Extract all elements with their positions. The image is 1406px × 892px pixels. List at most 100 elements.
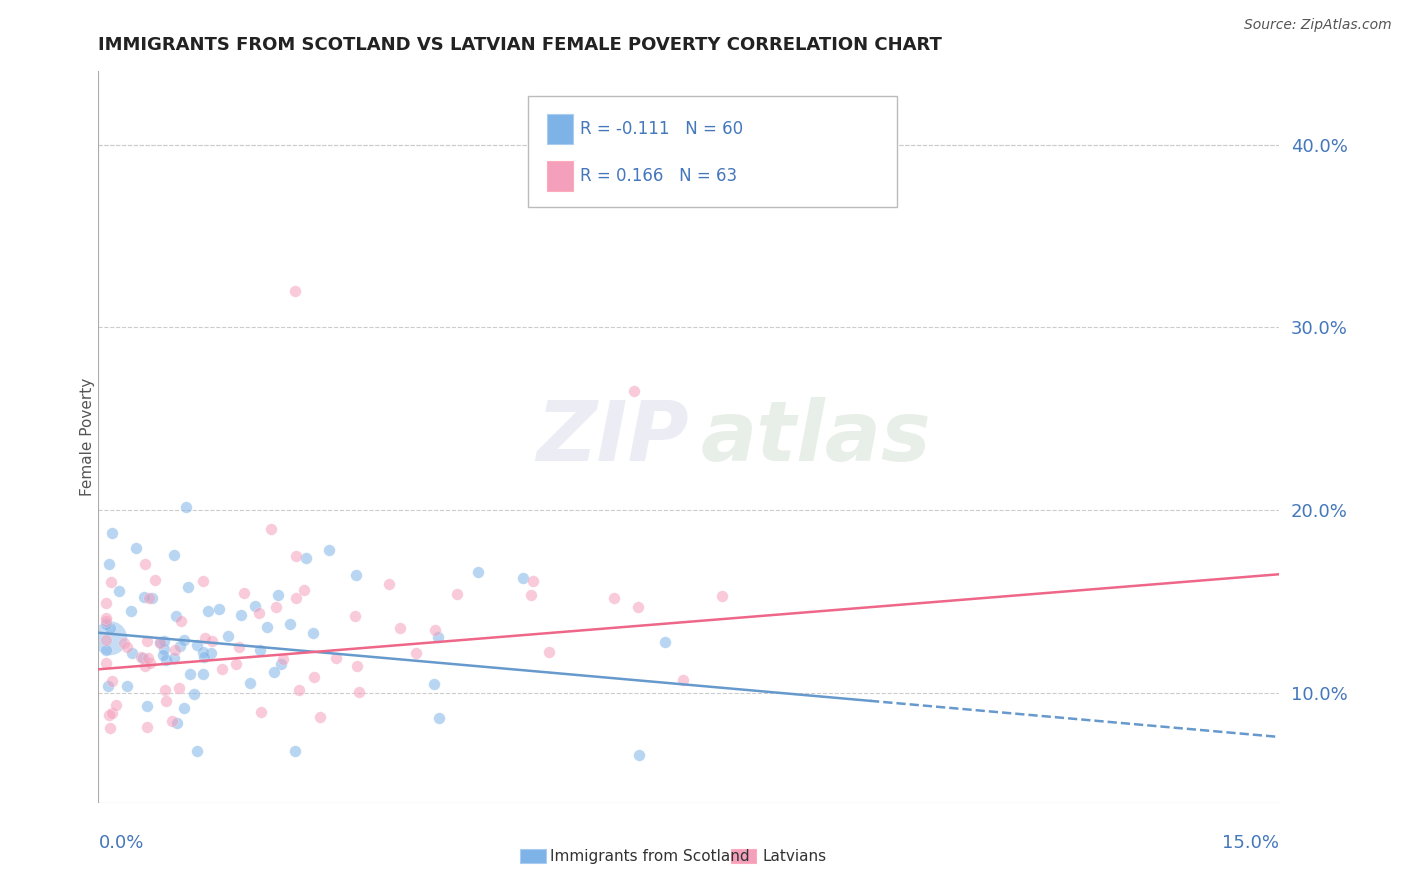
Point: [115, 640, 138, 655]
Point: [263, 665, 285, 679]
Text: IMMIGRANTS FROM SCOTLAND VS LATVIAN FEMALE POVERTY CORRELATION CHART: IMMIGRANTS FROM SCOTLAND VS LATVIAN FEMA…: [98, 36, 942, 54]
Point: [388, 621, 411, 635]
Point: [165, 643, 187, 657]
Point: [295, 551, 318, 566]
Point: [273, 652, 295, 666]
Point: [96, 633, 118, 648]
Point: [193, 632, 215, 646]
Point: [115, 679, 138, 693]
Point: [98, 621, 121, 635]
Point: [191, 574, 214, 588]
Point: [135, 699, 157, 714]
Point: [228, 640, 250, 654]
Point: [309, 709, 332, 723]
Point: [343, 609, 366, 624]
Point: [98, 557, 121, 571]
Point: [239, 676, 262, 690]
Point: [654, 635, 676, 649]
Point: [427, 630, 450, 644]
Point: [278, 617, 301, 632]
Point: [249, 643, 271, 657]
Point: [134, 558, 156, 572]
Point: [233, 586, 256, 600]
Point: [121, 646, 143, 660]
Point: [193, 645, 215, 659]
Point: [174, 500, 197, 514]
Point: [347, 685, 370, 699]
Point: [96, 596, 118, 610]
Point: [153, 642, 176, 657]
Point: [162, 714, 184, 728]
Point: [166, 716, 188, 731]
Point: [143, 574, 166, 588]
Point: [179, 667, 201, 681]
Point: [302, 626, 325, 640]
Point: [267, 588, 290, 602]
Point: [288, 682, 311, 697]
Point: [284, 744, 307, 758]
Point: [250, 705, 273, 719]
Point: [170, 615, 193, 629]
Point: [96, 643, 118, 657]
Point: [155, 694, 177, 708]
Point: [98, 632, 121, 646]
Point: [264, 599, 287, 614]
Point: [318, 542, 340, 557]
Point: [193, 666, 215, 681]
Point: [97, 708, 120, 723]
Point: [628, 747, 651, 762]
Point: [208, 602, 231, 616]
Point: [134, 590, 156, 604]
Point: [186, 744, 208, 758]
Point: [256, 620, 278, 634]
Point: [229, 607, 252, 622]
Point: [284, 549, 307, 563]
Point: [152, 648, 174, 662]
Point: [197, 604, 219, 618]
Point: [405, 647, 427, 661]
Point: [132, 650, 155, 665]
Point: [200, 646, 222, 660]
Point: [538, 645, 561, 659]
Point: [96, 656, 118, 670]
Point: [193, 650, 215, 665]
Point: [149, 636, 172, 650]
Point: [136, 720, 159, 734]
Point: [512, 572, 534, 586]
Y-axis label: Female Poverty: Female Poverty: [80, 378, 94, 496]
Point: [120, 604, 142, 618]
Point: [101, 526, 124, 541]
Point: [623, 384, 645, 399]
Point: [302, 670, 325, 684]
Point: [124, 541, 146, 555]
Point: [672, 673, 695, 688]
Point: [153, 683, 176, 698]
Point: [100, 673, 122, 688]
Point: [129, 649, 152, 664]
Text: Latvians: Latvians: [762, 849, 827, 863]
Text: Source: ZipAtlas.com: Source: ZipAtlas.com: [1244, 18, 1392, 32]
Point: [138, 656, 160, 670]
Point: [243, 599, 266, 613]
Point: [153, 633, 176, 648]
Text: Immigrants from Scotland: Immigrants from Scotland: [550, 849, 749, 863]
Point: [112, 636, 135, 650]
Point: [97, 679, 120, 693]
Text: atlas: atlas: [700, 397, 931, 477]
Point: [138, 591, 160, 606]
Point: [163, 548, 186, 562]
Point: [425, 623, 447, 637]
Point: [173, 701, 195, 715]
Point: [101, 706, 124, 721]
Text: ZIP: ZIP: [536, 397, 689, 477]
Point: [377, 577, 399, 591]
Point: [259, 522, 281, 536]
Point: [520, 588, 543, 602]
Point: [96, 611, 118, 625]
Point: [155, 653, 177, 667]
Point: [284, 284, 307, 298]
Point: [96, 617, 118, 632]
Point: [136, 634, 159, 648]
Point: [218, 629, 240, 643]
Point: [603, 591, 626, 606]
